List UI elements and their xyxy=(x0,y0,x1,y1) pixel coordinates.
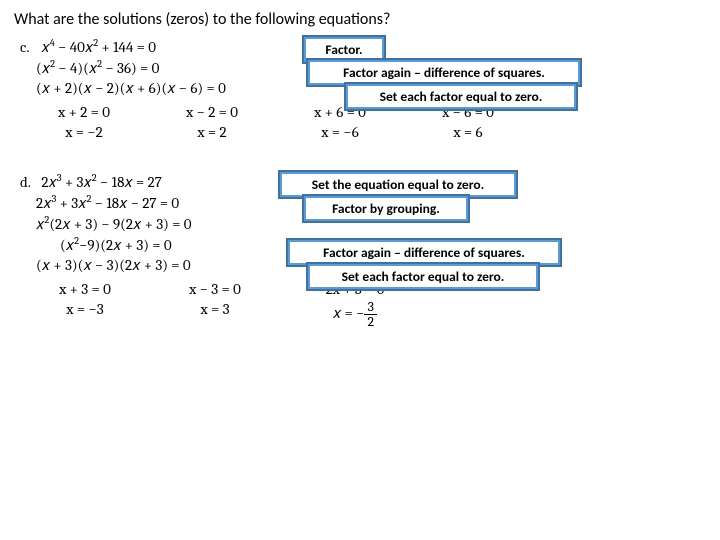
sol-eq: x − 2 = 0 xyxy=(148,103,276,123)
sol-ans: x = −6 xyxy=(276,123,404,143)
sol-ans: x = 2 xyxy=(148,123,276,143)
sol-ans: x = −2 xyxy=(20,123,148,143)
eq-c: 𝑥4 − 40𝑥2 + 144 = 0 xyxy=(41,38,156,56)
sol-eq: x + 2 = 0 xyxy=(20,103,148,123)
callout-set-zero-d: Set each factor equal to zero. xyxy=(306,262,540,291)
label-c: c. xyxy=(20,38,38,56)
eq-d: 2𝑥3 + 3𝑥2 − 18𝑥 = 27 xyxy=(41,173,161,191)
sol-ans: x = 6 xyxy=(404,123,532,143)
callout-grouping: Factor by grouping. xyxy=(302,194,470,223)
part-c: c. 𝑥4 − 40𝑥2 + 144 = 0 Factor. (𝑥2 − 4)(… xyxy=(14,37,706,142)
sol-ans: x = −3 xyxy=(20,300,150,320)
part-d: d. 2𝑥3 + 3𝑥2 − 18𝑥 = 27 Set the equation… xyxy=(14,172,706,329)
callout-set-zero: Set each factor equal to zero. xyxy=(344,82,578,111)
page-title: What are the solutions (zeros) to the fo… xyxy=(14,10,706,29)
sol-eq: x − 3 = 0 xyxy=(150,280,280,300)
sol-ans: 𝑥 = −32 xyxy=(280,300,430,329)
sol-eq: x + 3 = 0 xyxy=(20,280,150,300)
sol-ans: x = 3 xyxy=(150,300,280,320)
label-d: d. xyxy=(20,173,38,191)
